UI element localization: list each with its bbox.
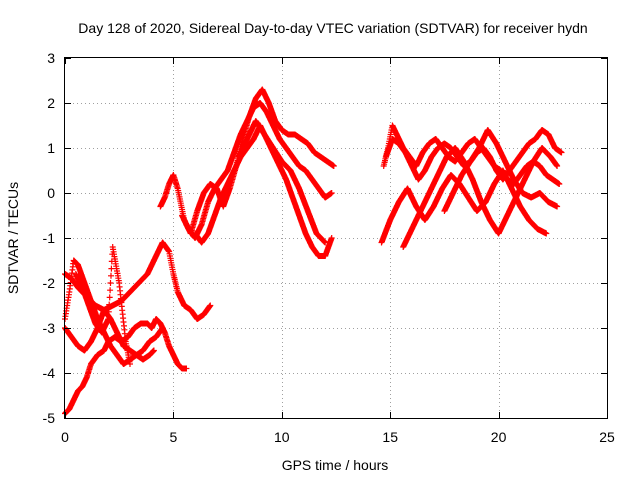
ticks-layer	[65, 58, 608, 419]
y-tick-label: -4	[43, 365, 56, 381]
x-tick-labels: 0 5 10 15 20 25	[61, 429, 615, 445]
chart-title: Day 128 of 2020, Sidereal Day-to-day VTE…	[78, 20, 587, 36]
series-markers	[62, 316, 190, 417]
y-tick-label: -5	[43, 410, 56, 426]
y-axis-label: SDTVAR / TECUs	[5, 182, 21, 294]
grid-layer	[65, 58, 607, 418]
series-markers	[441, 127, 561, 214]
series-track-9	[235, 118, 329, 246]
series-markers	[235, 118, 329, 246]
series-track-2	[62, 316, 190, 417]
x-tick-label: 25	[599, 429, 615, 445]
y-tick-label: 3	[47, 50, 55, 66]
series-markers	[400, 145, 561, 250]
x-tick-label: 10	[274, 429, 290, 445]
series-track-13	[400, 145, 561, 250]
x-tick-label: 15	[382, 429, 398, 445]
series-markers	[179, 100, 335, 241]
x-tick-label: 20	[491, 429, 507, 445]
data-points-layer	[62, 86, 565, 417]
y-tick-label: 2	[47, 95, 55, 111]
series-track-5	[72, 244, 133, 367]
series-track-12	[378, 167, 550, 246]
x-tick-label: 0	[61, 429, 69, 445]
y-tick-label: -2	[43, 275, 56, 291]
series-markers	[378, 167, 550, 246]
plot-frame	[64, 57, 608, 419]
y-tick-labels: -5 -4 -3 -2 -1 0 1 2 3	[43, 50, 56, 426]
series-track-7	[179, 100, 335, 241]
y-tick-label: 0	[47, 185, 55, 201]
x-axis-label: GPS time / hours	[282, 457, 389, 473]
y-tick-label: -3	[43, 320, 56, 336]
series-markers	[72, 244, 133, 367]
y-tick-label: 1	[47, 140, 55, 156]
series-track-14	[441, 127, 561, 214]
y-tick-label: -1	[43, 230, 56, 246]
x-tick-label: 5	[170, 429, 178, 445]
